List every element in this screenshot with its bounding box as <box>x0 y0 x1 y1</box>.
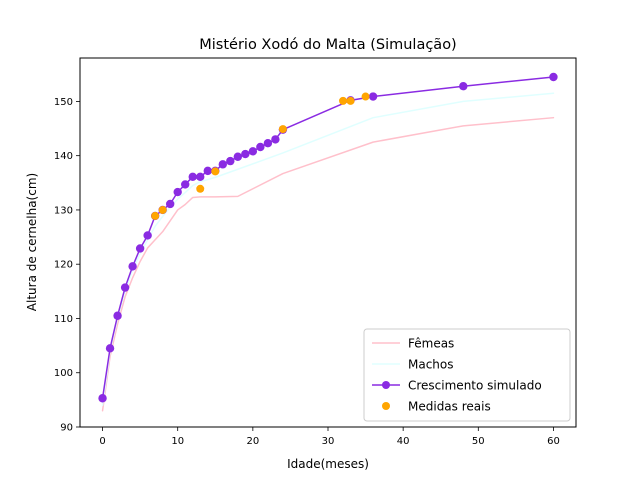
data-point-crescimento-simulado <box>181 180 190 189</box>
x-tick-label: 40 <box>397 436 410 447</box>
data-point-crescimento-simulado <box>135 244 145 253</box>
legend-label: Machos <box>408 358 454 372</box>
data-point-crescimento-simulado <box>233 152 243 161</box>
y-axis-label: Altura de cernelha(cm) <box>25 173 39 311</box>
legend-label: Crescimento simulado <box>408 379 542 393</box>
data-point-crescimento-simulado <box>105 344 115 353</box>
x-axis-label: Idade(meses) <box>287 457 369 471</box>
data-point-crescimento-simulado <box>113 311 122 320</box>
data-point-crescimento-simulado <box>165 199 175 209</box>
plot-area <box>98 72 558 412</box>
y-tick-label: 140 <box>54 151 73 162</box>
series-line-machos <box>101 92 555 407</box>
data-point-medidas-reais <box>196 184 205 193</box>
data-point-crescimento-simulado <box>226 156 235 166</box>
y-tick-label: 130 <box>54 205 73 216</box>
legend-swatch-marker <box>382 381 390 389</box>
y-tick-label: 120 <box>54 260 73 271</box>
legend-swatch-marker <box>382 402 390 410</box>
data-point-crescimento-simulado <box>241 149 250 159</box>
x-tick-label: 50 <box>472 436 485 447</box>
data-point-crescimento-simulado <box>256 142 265 152</box>
data-point-medidas-reais <box>361 92 370 101</box>
data-point-crescimento-simulado <box>263 138 273 148</box>
data-point-medidas-reais <box>211 167 220 176</box>
axis-ticks: 0 10 20 30 40 50 60 90 100 110 120 130 140 150 <box>54 97 560 447</box>
x-tick-label: 0 <box>99 436 105 447</box>
data-point-medidas-reais <box>151 211 160 220</box>
data-point-crescimento-simulado <box>188 172 197 182</box>
data-point-crescimento-simulado <box>549 72 558 82</box>
data-point-medidas-reais <box>158 205 167 214</box>
data-point-crescimento-simulado <box>143 231 152 240</box>
data-point-crescimento-simulado <box>248 147 258 156</box>
data-point-crescimento-simulado <box>173 187 182 197</box>
x-tick-label: 60 <box>547 436 560 447</box>
legend-label: Fêmeas <box>408 337 454 351</box>
legend-label: Medidas reais <box>408 400 491 414</box>
y-tick-label: 100 <box>54 368 73 379</box>
data-point-medidas-reais <box>278 125 287 134</box>
data-point-crescimento-simulado <box>120 283 130 292</box>
x-tick-label: 10 <box>171 436 184 447</box>
data-point-crescimento-simulado <box>218 160 227 169</box>
data-point-crescimento-simulado <box>368 92 378 101</box>
x-tick-label: 30 <box>322 436 335 447</box>
y-tick-label: 110 <box>54 314 73 325</box>
legend: Fêmeas Machos Crescimento simulado Medidas … <box>363 328 571 422</box>
data-point-crescimento-simulado <box>271 135 280 144</box>
x-tick-label: 20 <box>246 436 259 447</box>
data-point-crescimento-simulado <box>128 262 137 271</box>
y-tick-label: 150 <box>54 97 73 108</box>
legend-box <box>363 328 571 422</box>
data-point-medidas-reais <box>346 96 355 105</box>
data-point-crescimento-simulado <box>98 394 107 403</box>
data-point-crescimento-simulado <box>203 166 212 176</box>
data-point-crescimento-simulado <box>459 82 468 91</box>
data-point-medidas-reais <box>339 96 348 105</box>
chart-title: Mistério Xodó do Malta (Simulação) <box>199 37 456 53</box>
y-tick-label: 90 <box>60 423 73 434</box>
data-point-crescimento-simulado <box>196 172 205 182</box>
